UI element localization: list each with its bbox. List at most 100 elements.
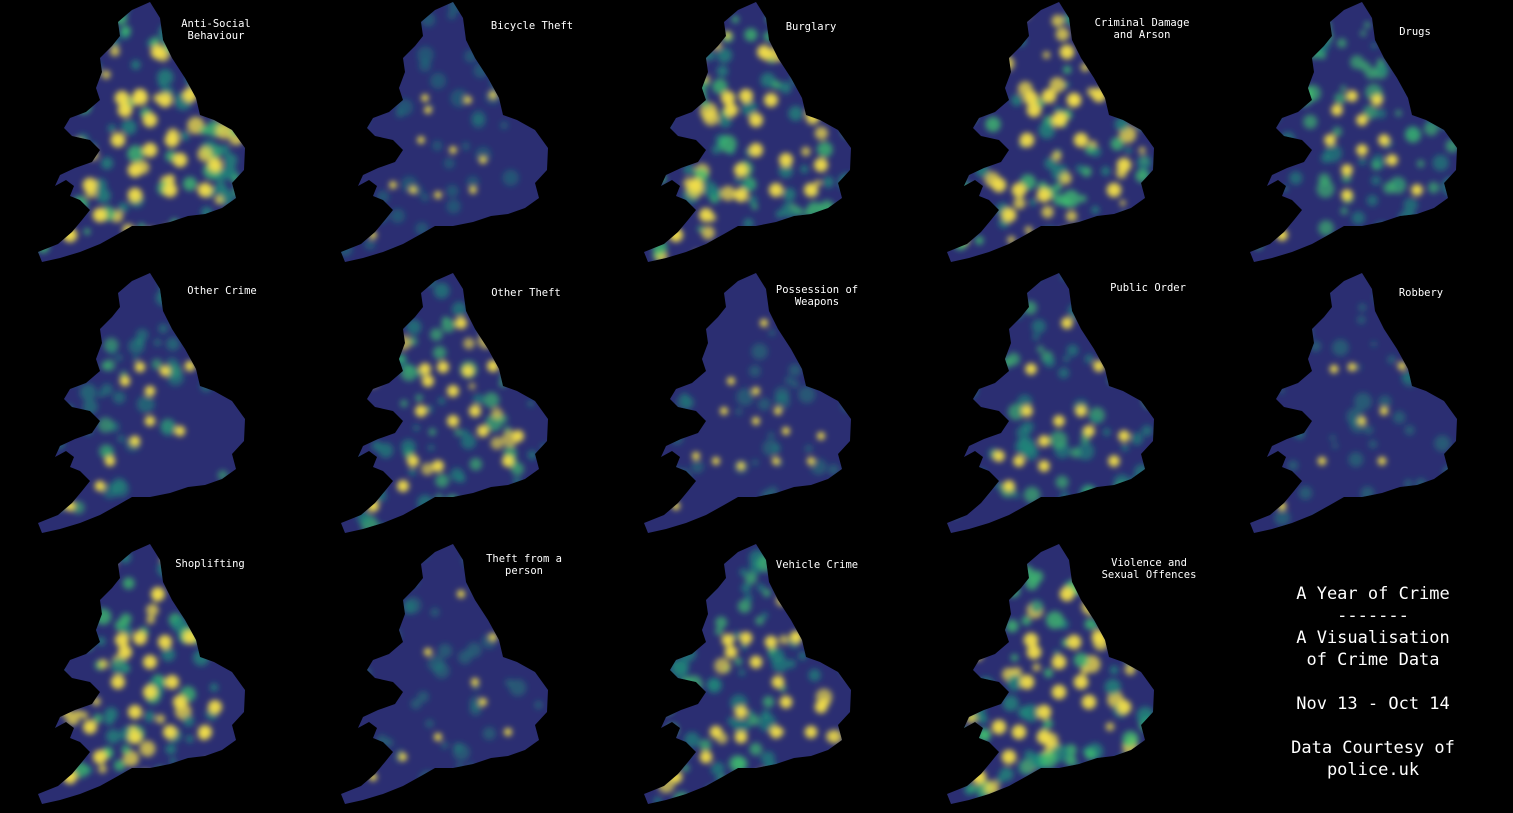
- hotspot: [207, 157, 223, 173]
- heat-blob: [350, 148, 358, 156]
- heat-blob: [509, 371, 524, 385]
- heat-blob: [84, 427, 93, 436]
- heat-blob: [1030, 599, 1044, 614]
- info-title: A Year of Crime: [1296, 584, 1450, 604]
- heat-blob: [1360, 30, 1367, 37]
- heat-blob: [1294, 358, 1302, 367]
- heat-blob: [1032, 663, 1041, 672]
- heat-blob: [680, 615, 691, 626]
- heat-blob: [1041, 205, 1054, 219]
- panel-title: Theft from a person: [486, 553, 562, 577]
- heat-blob: [60, 66, 74, 80]
- heat-blob: [843, 44, 851, 59]
- heat-blob: [136, 328, 149, 342]
- heat-blob: [341, 628, 353, 646]
- heat-blob: [216, 62, 227, 74]
- heat-blob: [222, 216, 238, 232]
- heat-blob: [167, 369, 184, 386]
- heat-blob: [38, 279, 51, 293]
- hotspot: [752, 387, 760, 395]
- heat-blob: [193, 606, 204, 618]
- heat-blob: [471, 114, 486, 129]
- heat-blob: [968, 10, 983, 25]
- heat-blob: [1110, 137, 1124, 151]
- heat-blob: [1040, 226, 1059, 245]
- heat-blob: [155, 714, 166, 724]
- heat-blob: [653, 796, 663, 804]
- heat-blob: [712, 78, 728, 95]
- hotspot: [457, 590, 465, 598]
- heat-blob: [1057, 498, 1067, 509]
- heat-blob: [1119, 199, 1126, 207]
- heat-blob: [380, 595, 389, 603]
- heat-blob: [417, 46, 434, 64]
- heat-blob: [1102, 766, 1117, 781]
- heat-blob: [1116, 544, 1130, 556]
- hotspot: [971, 769, 987, 785]
- panel-title: Other Theft: [491, 287, 561, 299]
- hotspot: [104, 455, 116, 467]
- heat-blob: [1445, 509, 1456, 520]
- hotspot: [127, 162, 143, 178]
- heat-blob: [1393, 310, 1401, 319]
- hotspot: [1106, 182, 1122, 198]
- heat-blob: [529, 512, 538, 521]
- heat-blob: [1274, 509, 1291, 526]
- heat-blob: [1043, 668, 1054, 678]
- heat-blob: [1061, 273, 1069, 280]
- heat-blob: [119, 551, 131, 564]
- heat-blob: [38, 717, 50, 729]
- heat-blob: [1435, 227, 1443, 235]
- hotspot: [752, 417, 760, 425]
- heat-blob: [741, 230, 751, 240]
- heat-blob: [1110, 488, 1118, 496]
- heat-blob: [953, 393, 963, 403]
- heat-blob: [814, 179, 822, 187]
- heat-blob: [343, 677, 353, 686]
- heat-blob: [1340, 85, 1347, 92]
- heat-blob: [961, 559, 970, 568]
- heat-blob: [1415, 478, 1427, 490]
- heat-blob: [801, 52, 819, 70]
- heat-blob: [214, 195, 224, 205]
- heat-blob: [667, 650, 675, 657]
- heat-blob: [344, 345, 353, 354]
- heat-blob: [169, 757, 177, 764]
- heat-blob: [696, 60, 704, 68]
- heat-blob: [1130, 342, 1138, 350]
- heat-blob: [743, 218, 754, 229]
- heat-blob: [1065, 210, 1078, 222]
- heat-blob: [194, 55, 212, 74]
- heat-blob: [514, 355, 533, 374]
- hotspot: [760, 319, 768, 327]
- heat-blob: [1131, 790, 1138, 797]
- heat-blob: [1103, 333, 1121, 351]
- heat-blob: [977, 728, 991, 743]
- hotspot: [769, 725, 783, 739]
- heat-blob: [1371, 160, 1381, 171]
- heat-blob: [473, 63, 489, 78]
- heat-blob: [1077, 793, 1093, 804]
- heat-blob: [1282, 185, 1289, 192]
- heat-blob: [964, 384, 978, 398]
- heat-blob: [1123, 649, 1141, 666]
- heat-blob: [1388, 44, 1400, 57]
- heat-blob: [158, 323, 169, 334]
- heat-blob: [1081, 598, 1099, 616]
- hotspot: [367, 500, 379, 512]
- heat-blob: [1122, 86, 1140, 104]
- heat-blob: [217, 470, 228, 481]
- hotspot: [479, 156, 487, 164]
- heat-blob: [466, 176, 479, 189]
- heat-blob: [1253, 240, 1263, 250]
- heat-blob: [656, 44, 668, 55]
- heat-blob: [1361, 502, 1379, 519]
- heat-blob: [706, 677, 723, 694]
- heat-blob: [352, 101, 367, 115]
- heat-blob: [1134, 464, 1150, 480]
- hotspot: [734, 705, 748, 719]
- hotspot: [817, 432, 825, 440]
- hotspot: [504, 728, 512, 736]
- hotspot: [1041, 88, 1057, 104]
- crime-map-panel: Theft from a person: [303, 542, 603, 812]
